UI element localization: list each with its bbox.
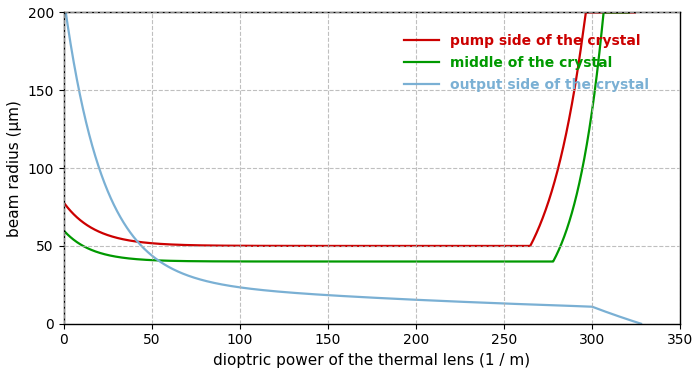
pump side of the crystal (282, 244, 290, 248)
pump side of the crystal (126, 238, 134, 243)
middle of the crystal (282, 259, 290, 264)
middle of the crystal (307, 259, 316, 264)
pump side of the crystal (160, 242, 169, 246)
pump side of the crystal (307, 244, 316, 248)
middle of the crystal (126, 256, 134, 261)
pump side of the crystal (60, 201, 69, 206)
output side of the crystal (282, 290, 290, 294)
Line: middle of the crystal: middle of the crystal (64, 12, 629, 261)
output side of the crystal (126, 231, 134, 235)
output side of the crystal (60, 1, 69, 6)
X-axis label: dioptric power of the thermal lens (1 / m): dioptric power of the thermal lens (1 / … (214, 353, 531, 368)
middle of the crystal (160, 258, 169, 263)
output side of the crystal (307, 292, 316, 296)
pump side of the crystal (565, 116, 573, 120)
output side of the crystal (565, 304, 573, 308)
middle of the crystal (60, 229, 69, 234)
Legend: pump side of the crystal, middle of the crystal, output side of the crystal: pump side of the crystal, middle of the … (398, 29, 654, 97)
middle of the crystal (565, 219, 573, 224)
output side of the crystal (160, 262, 169, 267)
Y-axis label: beam radius (μm): beam radius (μm) (7, 100, 22, 237)
Line: output side of the crystal: output side of the crystal (64, 3, 641, 324)
output side of the crystal (627, 318, 636, 323)
pump side of the crystal (627, 10, 636, 15)
Line: pump side of the crystal: pump side of the crystal (64, 12, 635, 246)
